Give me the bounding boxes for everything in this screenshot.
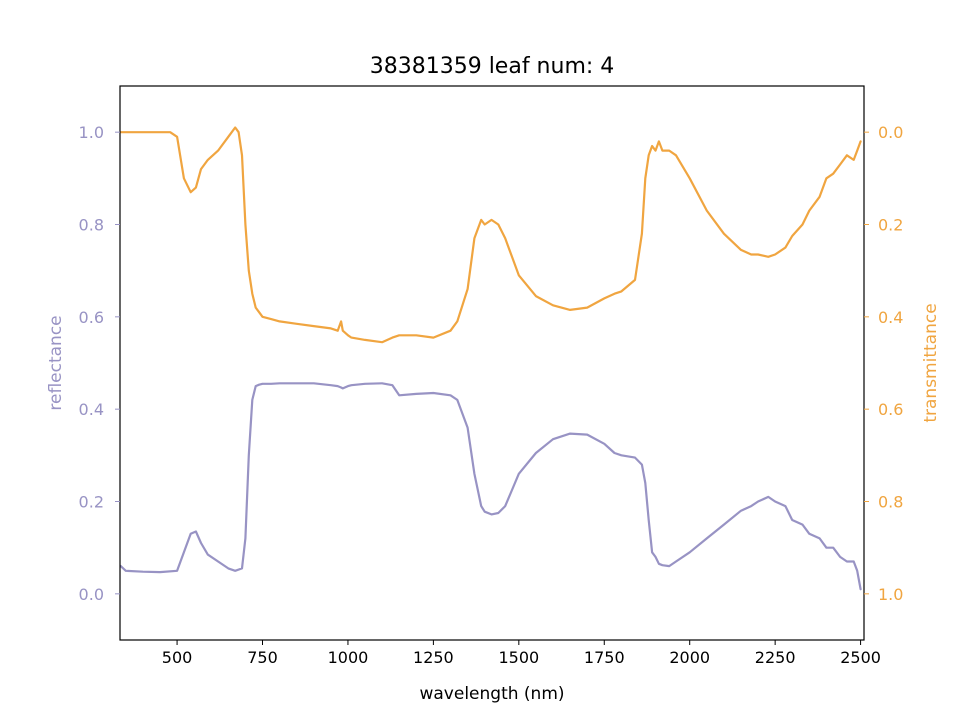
x-tick-label: 1500 <box>498 648 539 667</box>
y-left-tick-label: 0.4 <box>79 400 104 419</box>
x-axis: 500 750 1000 1250 1500 1750 2000 2250 2500 <box>162 640 881 667</box>
x-axis-label: wavelength (nm) <box>419 684 564 704</box>
x-tick-label: 500 <box>162 648 193 667</box>
x-tick-label: 2000 <box>669 648 710 667</box>
y-axis-left-label: reflectance <box>46 315 66 410</box>
series-line-transmittance <box>119 126 862 344</box>
series-line-reflectance <box>119 382 862 591</box>
y-right-tick-label: 1.0 <box>878 585 903 604</box>
y-axis-right-label: transmittance <box>921 303 941 422</box>
y-right-tick-label: 0.6 <box>878 400 903 419</box>
y-left-tick-label: 1.0 <box>79 123 104 142</box>
y-right-tick-label: 0.2 <box>878 216 903 235</box>
chart-title: 38381359 leaf num: 4 <box>370 54 615 79</box>
axes-frame <box>119 85 865 641</box>
y-right-tick-label: 0.8 <box>878 493 903 512</box>
x-tick-label: 1750 <box>584 648 625 667</box>
y-left-tick-label: 0.0 <box>79 585 104 604</box>
y-left-tick-label: 0.6 <box>79 308 104 327</box>
y-right-tick-label: 0.4 <box>878 308 903 327</box>
y-left-tick-label: 0.8 <box>79 216 104 235</box>
x-tick-label: 2250 <box>755 648 796 667</box>
x-tick-label: 750 <box>247 648 278 667</box>
y-axis-right: 0.0 0.2 0.4 0.6 0.8 1.0 <box>864 123 903 604</box>
x-tick-label: 1250 <box>413 648 454 667</box>
y-right-tick-label: 0.0 <box>878 123 903 142</box>
y-left-tick-label: 0.2 <box>79 493 104 512</box>
plot-area <box>119 126 862 591</box>
x-tick-label: 1000 <box>328 648 369 667</box>
y-axis-left: 0.0 0.2 0.4 0.6 0.8 1.0 <box>79 123 120 604</box>
x-tick-label: 2500 <box>840 648 881 667</box>
